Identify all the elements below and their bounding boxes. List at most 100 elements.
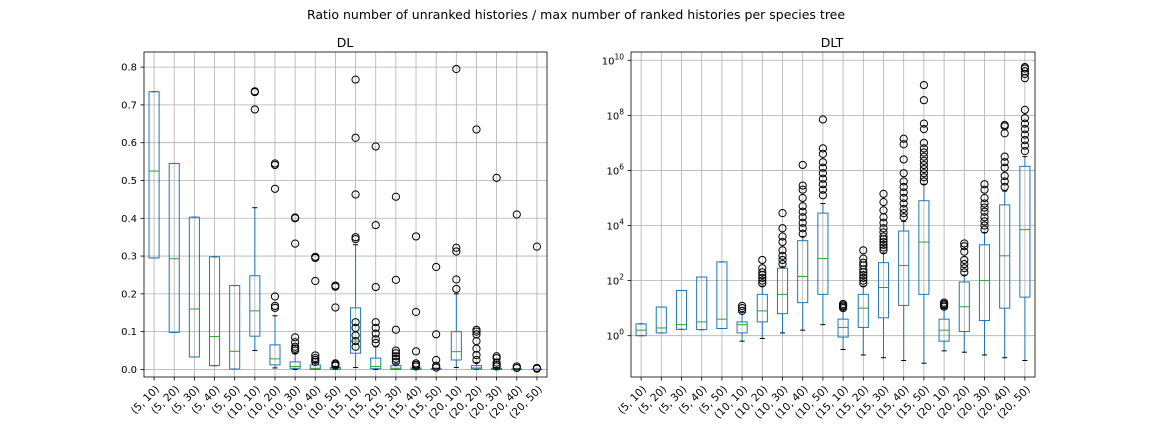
outlier-point <box>879 237 888 247</box>
iqr-box <box>756 293 768 323</box>
dl-box-13 <box>410 232 422 371</box>
outlier-point <box>1000 163 1009 172</box>
outlier-point <box>818 163 828 172</box>
outlier-point <box>879 243 888 252</box>
outlier-point <box>472 350 481 360</box>
dlt-box-0 <box>635 323 647 337</box>
outlier-point <box>291 213 300 222</box>
dlt-box-11 <box>857 246 869 356</box>
dl-ytick-label: 0.6 <box>121 138 137 149</box>
outlier-point <box>818 174 828 183</box>
dl-box-0 <box>148 91 160 259</box>
outlier-point <box>960 242 969 251</box>
outlier-point <box>1020 136 1030 145</box>
outlier-point <box>798 202 807 211</box>
outlier-point <box>391 275 400 284</box>
outlier-point <box>351 336 360 346</box>
outlier-point <box>432 330 441 339</box>
iqr-box <box>898 230 910 306</box>
outlier-point <box>391 346 400 355</box>
outlier-point <box>919 138 929 147</box>
outlier-point <box>778 224 787 233</box>
dlt-ytick-label: 1010 <box>602 52 625 67</box>
outlier-point <box>411 307 421 317</box>
outlier-point <box>311 276 320 286</box>
outlier-point <box>960 268 969 277</box>
outlier-point <box>351 323 360 332</box>
outlier-point <box>798 229 807 238</box>
outlier-point <box>1020 119 1030 128</box>
dl-subplot: DL 0.00.10.20.30.40.50.60.70.8(5, 10)(5,… <box>121 35 548 421</box>
outlier-point <box>899 155 908 164</box>
outlier-point <box>879 218 888 227</box>
dl-ytick-label: 0.3 <box>121 252 137 263</box>
outlier-point <box>738 304 747 313</box>
outlier-point <box>472 125 481 134</box>
dlt-box-19 <box>1019 63 1031 361</box>
iqr-box <box>350 307 362 354</box>
dl-box-9 <box>329 281 341 370</box>
dl-box-6 <box>269 159 281 369</box>
outlier-point <box>960 259 969 269</box>
dlt-box-18 <box>999 120 1011 359</box>
outlier-point <box>899 209 908 218</box>
outlier-point <box>818 191 828 200</box>
dlt-box-13 <box>898 134 910 361</box>
dl-box-7 <box>289 213 301 370</box>
outlier-point <box>758 255 767 265</box>
outlier-point <box>351 318 360 327</box>
outlier-point <box>291 239 300 248</box>
outlier-point <box>270 292 280 301</box>
dl-subplot-title: DL <box>337 35 354 50</box>
outlier-point <box>270 159 280 168</box>
iqr-box <box>269 344 281 366</box>
outlier-point <box>250 87 259 96</box>
outlier-point <box>919 80 929 90</box>
outlier-point <box>411 359 421 368</box>
outlier-point <box>492 173 501 182</box>
outlier-point <box>859 276 868 285</box>
dl-box-3 <box>208 256 221 367</box>
outlier-point <box>270 184 280 193</box>
outlier-point <box>818 158 828 167</box>
outlier-point <box>980 203 989 212</box>
outlier-point <box>432 361 441 370</box>
dlt-box-6 <box>756 255 768 339</box>
outlier-point <box>798 218 807 227</box>
iqr-box <box>736 321 748 334</box>
outlier-point <box>391 354 400 363</box>
outlier-point <box>1020 125 1030 134</box>
outlier-point <box>798 224 807 233</box>
dl-box-11 <box>370 142 382 370</box>
dlt-box-1 <box>655 306 667 334</box>
outlier-point <box>311 351 320 360</box>
outlier-point <box>879 246 888 255</box>
outlier-point <box>818 185 828 194</box>
outlier-point <box>1000 120 1009 130</box>
outlier-point <box>818 149 828 159</box>
outlier-point <box>1020 67 1030 76</box>
outlier-point <box>432 262 441 272</box>
outlier-point <box>980 193 989 203</box>
dl-box-15 <box>450 64 462 369</box>
outlier-point <box>778 237 787 247</box>
outlier-point <box>899 134 908 143</box>
outlier-point <box>758 268 767 277</box>
iqr-box <box>208 256 221 367</box>
iqr-box <box>655 306 667 334</box>
outlier-point <box>411 347 421 356</box>
outlier-point <box>899 182 908 192</box>
outlier-point <box>940 298 949 307</box>
outlier-point <box>391 192 400 201</box>
iqr-box <box>309 364 321 370</box>
iqr-box <box>370 357 382 370</box>
outlier-point <box>818 169 828 178</box>
outlier-point <box>919 164 929 174</box>
outlier-point <box>311 252 320 261</box>
dl-box-10 <box>350 75 362 369</box>
outlier-point <box>879 228 888 237</box>
outlier-point <box>1020 63 1030 72</box>
dlt-ytick-label: 108 <box>606 107 624 122</box>
outlier-point <box>798 185 807 194</box>
outlier-point <box>859 254 868 263</box>
